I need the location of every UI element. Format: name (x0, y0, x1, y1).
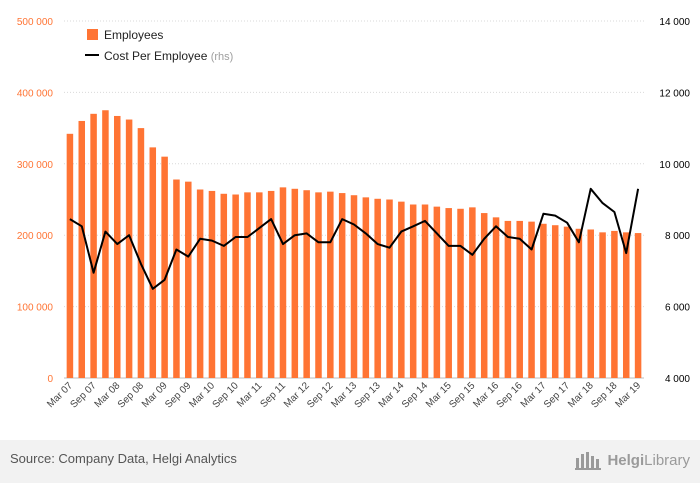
employees-bar (587, 229, 594, 378)
employees-bar (256, 192, 263, 378)
x-tick-label: Sep 07 (69, 380, 99, 410)
employees-bar (78, 120, 86, 379)
employees-bar (433, 206, 441, 378)
y-right-tick-label: 10 000 (659, 160, 690, 171)
employees-bar (327, 191, 334, 378)
employees-bar (599, 232, 606, 378)
legend-swatch-employees (87, 29, 98, 40)
employees-bar (634, 233, 642, 378)
x-tick-label: Sep 13 (353, 380, 383, 410)
x-tick-label: Sep 18 (589, 380, 619, 410)
employees-bar (516, 220, 523, 378)
y-right-tick-label: 8 000 (665, 231, 690, 242)
employees-bar (504, 220, 512, 378)
employees-bar (480, 213, 488, 378)
x-tick-label: Mar 19 (613, 380, 643, 410)
y-left-tick-label: 200 000 (17, 231, 54, 242)
employees-bar (220, 193, 228, 378)
y-left-tick-label: 400 000 (17, 88, 54, 99)
y-right-tick-label: 12 000 (659, 88, 690, 99)
employees-bar (575, 228, 583, 378)
employees-bar (445, 208, 452, 378)
employees-bar (528, 221, 535, 378)
employees-bar (102, 110, 109, 378)
employees-bar (622, 232, 630, 378)
x-tick-label: Sep 17 (542, 380, 572, 410)
brand-name: HelgiLibrary (607, 451, 690, 469)
x-tick-label: Sep 12 (305, 380, 335, 410)
employees-bar (149, 147, 157, 378)
chart-area: 0 4 000 100 000 6 000 200 000 8 000 300 000 10 … (17, 17, 691, 411)
brand-logo[interactable]: HelgiLibrary (575, 450, 690, 470)
y-left-tick-label: 100 000 (17, 303, 54, 314)
legend: Employees Cost Per Employee (rhs) (85, 28, 233, 63)
footer-bar: Source: Company Data, Helgi Analytics He… (0, 440, 700, 483)
employees-bar (185, 181, 192, 378)
employees-bar (232, 194, 239, 378)
employees-bar (208, 190, 216, 378)
employees-bar (611, 230, 618, 378)
employees-bar (350, 195, 358, 378)
employees-bar (267, 190, 275, 378)
employees-bar (540, 223, 547, 378)
legend-label-employees: Employees (104, 28, 163, 42)
employees-bar (125, 119, 133, 379)
employees-bar (362, 197, 370, 378)
employees-bar (409, 204, 417, 378)
employees-bar (421, 204, 429, 378)
employees-bar (386, 199, 393, 378)
employees-bar (173, 179, 180, 378)
x-tick-label: Sep 09 (163, 380, 193, 410)
x-tick-label: Sep 14 (400, 380, 430, 410)
employees-bar (279, 187, 287, 378)
employees-bar (114, 115, 121, 378)
employees-bar (66, 133, 74, 378)
legend-rhs-suffix: (rhs) (211, 51, 234, 63)
employees-bar (469, 207, 476, 378)
employees-bar (137, 128, 145, 378)
employees-bar (398, 201, 405, 378)
y-left-tick-label: 500 000 (17, 17, 54, 28)
employees-bar (90, 113, 97, 378)
x-tick-label: Sep 15 (447, 380, 477, 410)
employees-bar (244, 192, 251, 378)
employees-bar (457, 208, 464, 378)
employees-bar (338, 193, 346, 378)
employees-bar (161, 156, 168, 378)
y-left-tick-label: 300 000 (17, 160, 54, 171)
x-tick-label: Sep 16 (495, 380, 525, 410)
legend-label-cost: Cost Per Employee (rhs) (104, 49, 233, 63)
y-right-tick-label: 14 000 (659, 17, 690, 28)
y-left-tick-label: 0 (47, 374, 53, 385)
employees-bar (315, 192, 322, 378)
y-right-tick-label: 4 000 (665, 374, 690, 385)
employees-bar (492, 217, 500, 378)
employees-bar (303, 190, 310, 378)
employees-bar (551, 225, 559, 378)
y-right-tick-label: 6 000 (665, 303, 690, 314)
x-tick-label: Sep 08 (116, 380, 146, 410)
source-note: Source: Company Data, Helgi Analytics (10, 451, 237, 466)
library-icon (575, 452, 602, 470)
cost-per-employee-line (69, 187, 640, 290)
combo-chart: 0 4 000 100 000 6 000 200 000 8 000 300 000 10 … (17, 17, 691, 411)
x-tick-label: Sep 10 (211, 380, 241, 410)
employees-bar (374, 198, 381, 378)
employees-bar (196, 189, 204, 378)
employees-bar (563, 226, 571, 378)
employees-bar (291, 188, 299, 378)
